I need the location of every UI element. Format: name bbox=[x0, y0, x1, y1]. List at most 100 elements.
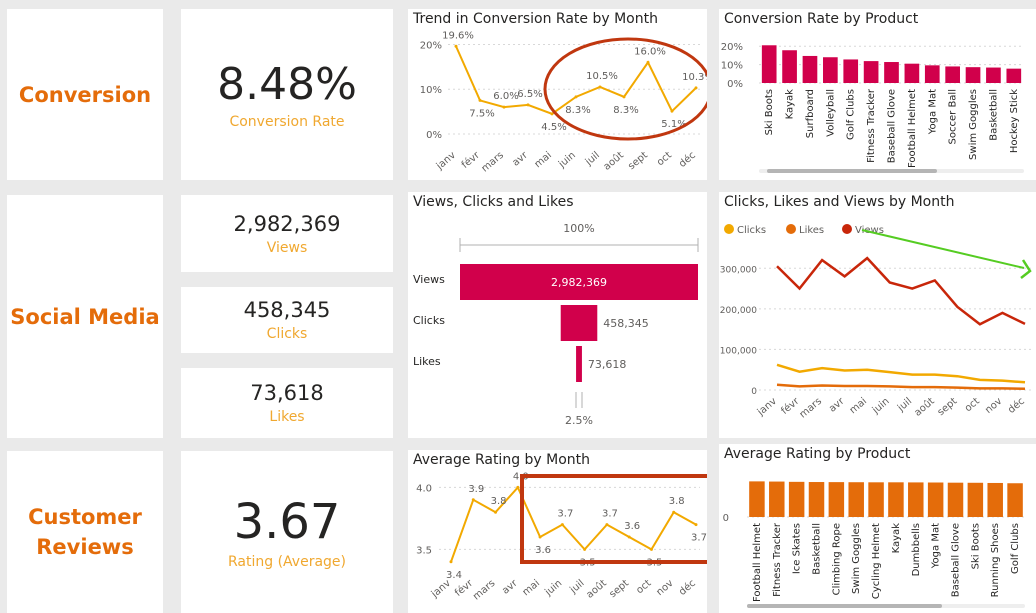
data-point bbox=[583, 547, 587, 551]
data-label: 10.3% bbox=[682, 72, 707, 83]
chart-conversion-trend[interactable]: 0% 10% 20%19.6% 7.5% 6.0%6.5% 4.5% 8.3% 10.5% 8.… bbox=[408, 9, 707, 180]
x-tick-label: oct bbox=[963, 396, 982, 414]
data-label: 6.5% bbox=[517, 89, 542, 100]
top-percent-label: 100% bbox=[563, 222, 594, 235]
y-tick-label: 10% bbox=[420, 85, 442, 96]
bar bbox=[868, 482, 884, 517]
chart-rating-by-product[interactable]: 0 Football Helmet Fitness Tracker Ice Skate… bbox=[719, 444, 1036, 613]
x-tick-label: juin bbox=[542, 578, 564, 599]
chart-title: Clicks, Likes and Views by Month bbox=[724, 194, 955, 210]
section-customer-reviews: Customer Reviews bbox=[7, 451, 163, 613]
x-tick-label: juin bbox=[870, 396, 892, 417]
section-conversion-label: Conversion bbox=[18, 82, 152, 107]
section-conversion: Conversion bbox=[7, 9, 163, 180]
kpi-clicks[interactable]: 458,345 Clicks bbox=[181, 287, 393, 353]
x-tick-label: juil bbox=[567, 578, 586, 597]
data-label: 3.7 bbox=[602, 509, 618, 520]
kpi-views[interactable]: 2,982,369 Views bbox=[181, 195, 393, 272]
kpi-views-value: 2,982,369 bbox=[233, 211, 341, 236]
data-point bbox=[478, 98, 482, 102]
x-tick-label: Yoga Mat bbox=[931, 523, 942, 569]
chart-conversion-by-product[interactable]: 0% 10% 20% Ski Boots Kayak Surfboard Volleybal… bbox=[719, 9, 1036, 180]
data-label: 6.0% bbox=[493, 91, 518, 102]
chart-funnel[interactable]: 100% Views 2,982,369 Clicks 458,345 Likes 73,6… bbox=[408, 192, 707, 438]
data-label: 3.6 bbox=[624, 521, 640, 532]
chart-card-rating-by-month[interactable]: Average Rating by Month 3.5 4.0 3.4 3.9 3.8 4… bbox=[408, 450, 707, 613]
legend-marker bbox=[842, 224, 852, 234]
x-tick-label: Football Helmet bbox=[907, 89, 918, 168]
x-tick-label: janv bbox=[429, 578, 453, 601]
kpi-likes-value: 73,618 bbox=[250, 381, 324, 405]
bar bbox=[987, 482, 1003, 517]
data-point bbox=[526, 103, 530, 107]
scrollbar-thumb bbox=[767, 169, 937, 173]
data-label: 3.9 bbox=[468, 484, 484, 495]
bar bbox=[782, 50, 797, 83]
data-point bbox=[560, 523, 564, 527]
data-point bbox=[574, 95, 578, 99]
x-tick-label: Baseball Glove bbox=[951, 523, 962, 597]
bar bbox=[848, 482, 864, 517]
bar bbox=[761, 45, 777, 83]
bar bbox=[986, 67, 1001, 83]
x-tick-label: Golf Clubs bbox=[846, 89, 857, 140]
kpi-rating[interactable]: 3.67 Rating (Average) bbox=[181, 451, 393, 613]
data-label: 8.3% bbox=[613, 105, 638, 116]
x-tick-label: Kayak bbox=[891, 523, 902, 554]
scrollbar-thumb bbox=[747, 604, 942, 608]
x-tick-label: Fitness Tracker bbox=[866, 88, 877, 163]
data-point bbox=[454, 44, 458, 48]
data-point bbox=[471, 498, 475, 502]
x-tick-label: Basketball bbox=[812, 523, 823, 575]
bottom-percent-label: 2.5% bbox=[565, 414, 593, 427]
x-tick-label: mars bbox=[480, 150, 506, 175]
bar bbox=[788, 481, 805, 517]
y-tick-label: 3.5 bbox=[416, 545, 432, 556]
data-label: 7.5% bbox=[469, 108, 494, 119]
data-label: 3.7 bbox=[557, 509, 573, 520]
highlight-box bbox=[520, 474, 707, 564]
x-tick-label: Yoga Mat bbox=[927, 89, 938, 135]
y-tick-label: 10% bbox=[721, 61, 743, 72]
data-label: 5.1% bbox=[661, 119, 686, 130]
bar bbox=[945, 66, 960, 83]
x-tick-label: nov bbox=[983, 396, 1004, 416]
legend-label: Likes bbox=[799, 225, 824, 236]
x-tick-label: mars bbox=[471, 578, 497, 603]
bar bbox=[967, 482, 984, 517]
funnel-value-label: 2,982,369 bbox=[551, 276, 607, 289]
chart-rating-by-month[interactable]: 3.54.03.43.93.84.03.63.73.53.73.63.53.83… bbox=[408, 450, 707, 613]
x-tick-label: Hockey Stick bbox=[1009, 89, 1020, 153]
bar bbox=[823, 57, 838, 83]
chart-title: Conversion Rate by Product bbox=[724, 11, 919, 27]
data-point bbox=[694, 523, 698, 527]
kpi-likes[interactable]: 73,618 Likes bbox=[181, 368, 393, 438]
bar bbox=[1007, 483, 1023, 517]
data-point bbox=[516, 485, 520, 489]
chart-card-conversion-by-product[interactable]: Conversion Rate by Product 0% 10% 20% Ski B… bbox=[719, 9, 1036, 180]
funnel-category-label: Clicks bbox=[413, 314, 445, 327]
x-tick-label: Volleyball bbox=[825, 89, 836, 137]
bar bbox=[927, 482, 944, 517]
bar bbox=[808, 482, 825, 517]
data-label: 8.3% bbox=[565, 105, 590, 116]
bar bbox=[924, 65, 940, 83]
chart-clicks-likes-views[interactable]: 0 100,000 200,000 300,000 Clicks Likes Views ja… bbox=[719, 192, 1036, 438]
data-point bbox=[449, 560, 453, 564]
section-reviews-line1: Customer bbox=[28, 505, 142, 529]
bar bbox=[802, 55, 818, 83]
x-tick-label: Baseball Glove bbox=[887, 89, 898, 163]
bar bbox=[884, 62, 899, 83]
chart-card-rating-by-product[interactable]: Average Rating by Product 0 Football Helm… bbox=[719, 444, 1036, 613]
kpi-conversion-rate[interactable]: 8.48% Conversion Rate bbox=[181, 9, 393, 180]
chart-card-conversion-trend[interactable]: Trend in Conversion Rate by Month 0% 10% 2… bbox=[408, 9, 707, 180]
chart-card-clicks-likes-views[interactable]: Clicks, Likes and Views by Month 0 100,00… bbox=[719, 192, 1036, 438]
data-point bbox=[646, 60, 650, 64]
x-tick-label: déc bbox=[676, 149, 698, 170]
y-tick-label: 100,000 bbox=[720, 346, 757, 356]
data-point bbox=[538, 535, 542, 539]
chart-card-funnel[interactable]: Views, Clicks and Likes 100% Views 2,982,3… bbox=[408, 192, 707, 438]
funnel-value-label: 458,345 bbox=[603, 317, 649, 330]
funnel-value-label: 73,618 bbox=[588, 358, 627, 371]
data-label: 3.6 bbox=[535, 545, 551, 556]
